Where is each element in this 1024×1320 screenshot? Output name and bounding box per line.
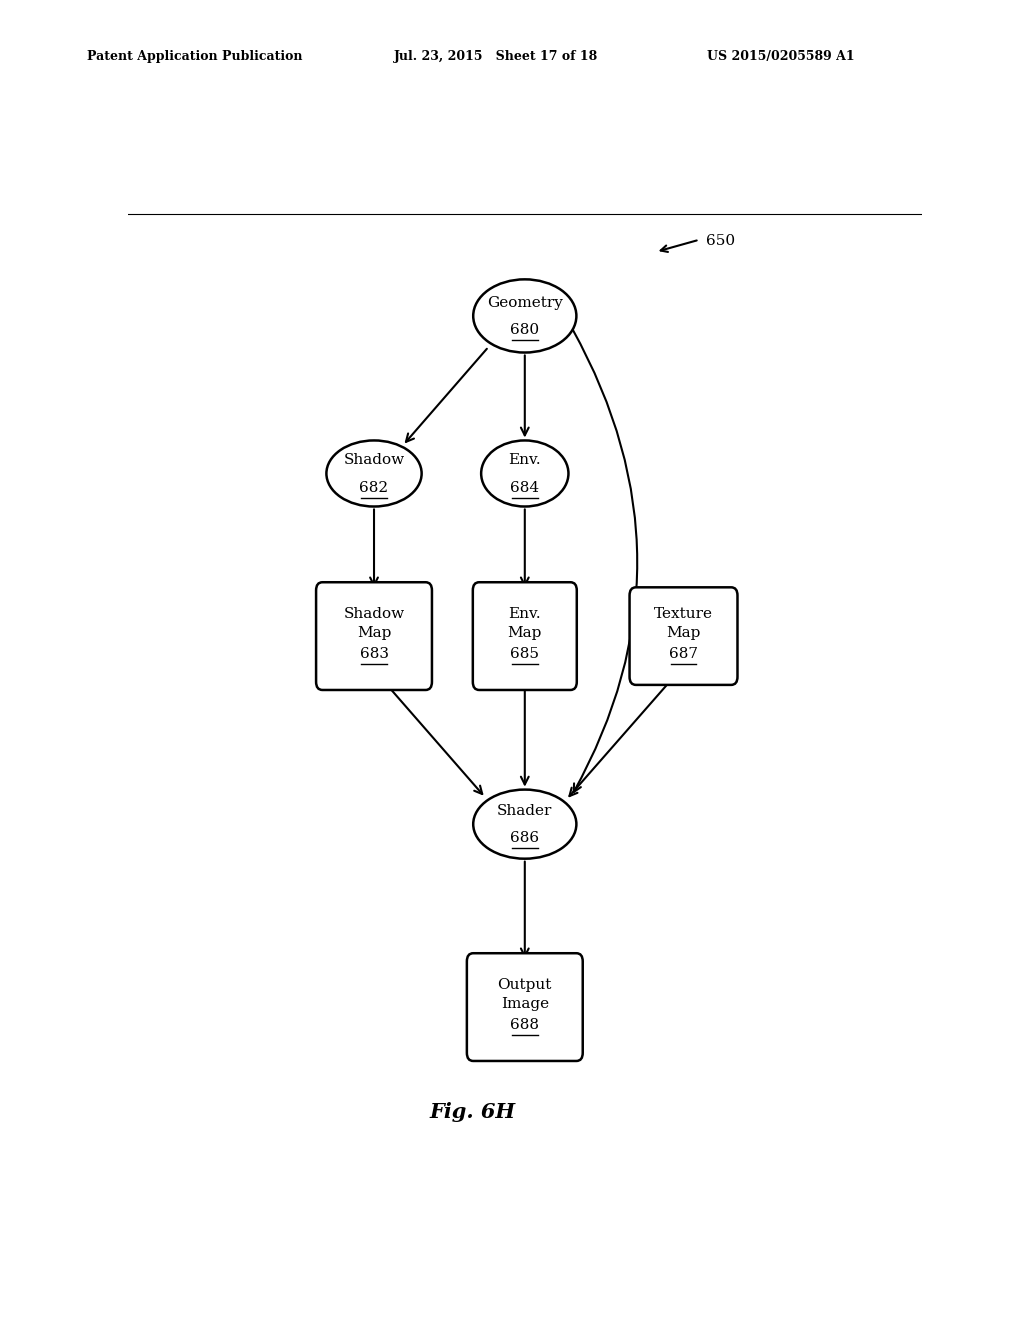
Text: 680: 680: [510, 323, 540, 337]
Text: Map: Map: [356, 626, 391, 640]
Text: 650: 650: [706, 234, 735, 248]
Text: Shader: Shader: [497, 804, 553, 818]
Ellipse shape: [473, 789, 577, 859]
FancyBboxPatch shape: [316, 582, 432, 690]
Text: Env.: Env.: [509, 607, 541, 620]
Text: 684: 684: [510, 480, 540, 495]
Text: 682: 682: [359, 480, 388, 495]
Text: Geometry: Geometry: [486, 296, 563, 310]
Text: Output: Output: [498, 978, 552, 991]
Text: Env.: Env.: [509, 453, 541, 467]
FancyBboxPatch shape: [467, 953, 583, 1061]
Text: 688: 688: [510, 1019, 540, 1032]
FancyBboxPatch shape: [473, 582, 577, 690]
Text: 686: 686: [510, 832, 540, 845]
Text: Map: Map: [508, 626, 542, 640]
Ellipse shape: [473, 280, 577, 352]
Text: Texture: Texture: [654, 607, 713, 620]
Text: 687: 687: [669, 647, 698, 661]
Text: US 2015/0205589 A1: US 2015/0205589 A1: [707, 50, 854, 63]
Text: Jul. 23, 2015   Sheet 17 of 18: Jul. 23, 2015 Sheet 17 of 18: [394, 50, 598, 63]
Ellipse shape: [481, 441, 568, 507]
Text: Patent Application Publication: Patent Application Publication: [87, 50, 302, 63]
Text: 683: 683: [359, 647, 388, 661]
Text: 685: 685: [510, 647, 540, 661]
Ellipse shape: [327, 441, 422, 507]
FancyBboxPatch shape: [630, 587, 737, 685]
Text: Shadow: Shadow: [343, 453, 404, 467]
Text: Map: Map: [667, 626, 700, 640]
Text: Fig. 6H: Fig. 6H: [430, 1102, 516, 1122]
Text: Shadow: Shadow: [343, 607, 404, 620]
Text: Image: Image: [501, 997, 549, 1011]
